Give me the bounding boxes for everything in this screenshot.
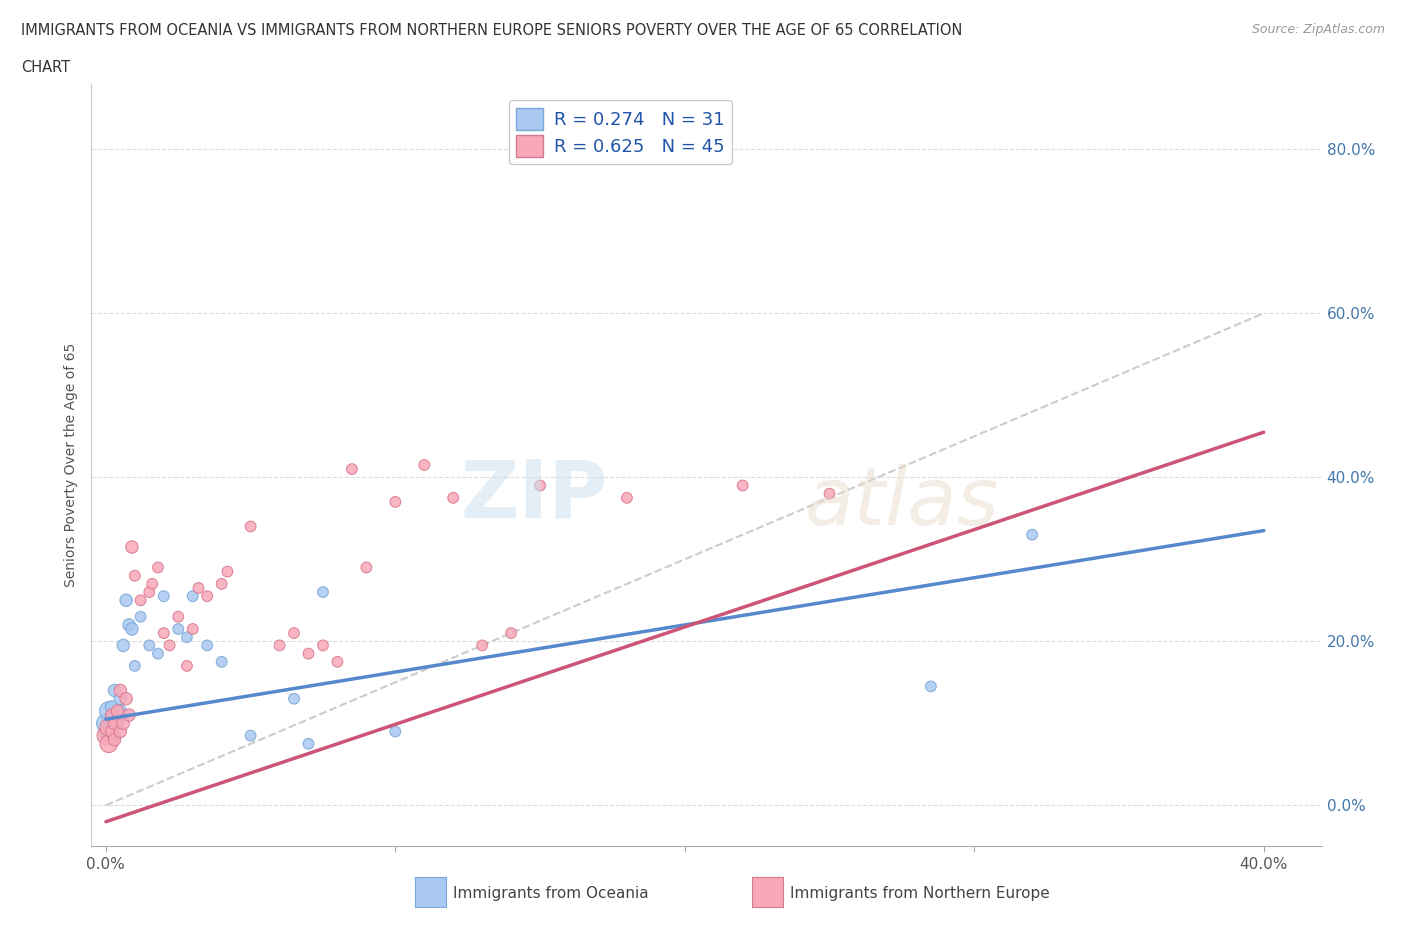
Point bbox=[195, 589, 218, 604]
Point bbox=[100, 711, 122, 726]
Point bbox=[110, 704, 132, 719]
Point bbox=[110, 691, 132, 706]
Point bbox=[1021, 527, 1043, 542]
Text: ZIP: ZIP bbox=[461, 457, 607, 535]
Point bbox=[115, 691, 138, 706]
Point bbox=[103, 683, 125, 698]
Point bbox=[121, 539, 143, 554]
Point bbox=[121, 621, 143, 636]
Point bbox=[297, 646, 319, 661]
Point bbox=[731, 478, 754, 493]
Point bbox=[239, 519, 262, 534]
Point bbox=[103, 732, 125, 747]
Point bbox=[118, 618, 141, 632]
Point bbox=[159, 638, 181, 653]
Point bbox=[283, 691, 305, 706]
Point bbox=[413, 458, 436, 472]
Point bbox=[441, 490, 464, 505]
Point bbox=[176, 630, 198, 644]
Point bbox=[211, 655, 233, 670]
Point bbox=[187, 580, 209, 595]
Point bbox=[239, 728, 262, 743]
Point bbox=[356, 560, 378, 575]
Point bbox=[112, 638, 135, 653]
Point bbox=[112, 716, 135, 731]
Point bbox=[100, 708, 122, 723]
Point bbox=[312, 585, 335, 600]
Point bbox=[100, 699, 122, 714]
Point bbox=[138, 638, 160, 653]
Point bbox=[146, 560, 169, 575]
Point bbox=[129, 609, 152, 624]
Point bbox=[217, 565, 239, 579]
Point bbox=[115, 592, 138, 607]
Point bbox=[195, 638, 218, 653]
Point bbox=[138, 585, 160, 600]
Point bbox=[181, 589, 204, 604]
Point bbox=[100, 724, 122, 739]
Point bbox=[283, 626, 305, 641]
Point bbox=[118, 708, 141, 723]
Point bbox=[211, 577, 233, 591]
Text: IMMIGRANTS FROM OCEANIA VS IMMIGRANTS FROM NORTHERN EUROPE SENIORS POVERTY OVER : IMMIGRANTS FROM OCEANIA VS IMMIGRANTS FR… bbox=[21, 23, 963, 38]
Point bbox=[340, 461, 363, 476]
Point bbox=[181, 621, 204, 636]
Point bbox=[97, 720, 120, 735]
Point bbox=[384, 724, 406, 739]
Point bbox=[103, 728, 125, 743]
Point bbox=[818, 486, 841, 501]
Point bbox=[129, 592, 152, 607]
Point bbox=[501, 626, 523, 641]
Legend: R = 0.274   N = 31, R = 0.625   N = 45: R = 0.274 N = 31, R = 0.625 N = 45 bbox=[509, 100, 733, 165]
Y-axis label: Seniors Poverty Over the Age of 65: Seniors Poverty Over the Age of 65 bbox=[63, 343, 77, 587]
Point bbox=[326, 655, 349, 670]
Point bbox=[146, 646, 169, 661]
Point bbox=[141, 577, 163, 591]
Point bbox=[471, 638, 494, 653]
Point bbox=[110, 724, 132, 739]
Point bbox=[103, 716, 125, 731]
Point bbox=[107, 704, 129, 719]
Point bbox=[167, 609, 190, 624]
Point bbox=[529, 478, 551, 493]
Point bbox=[124, 658, 146, 673]
Point bbox=[269, 638, 291, 653]
Point bbox=[94, 716, 117, 731]
Point bbox=[167, 621, 190, 636]
Point bbox=[312, 638, 335, 653]
Point bbox=[152, 589, 174, 604]
Text: atlas: atlas bbox=[804, 464, 1000, 542]
Point bbox=[97, 724, 120, 739]
Point bbox=[616, 490, 638, 505]
Point bbox=[297, 737, 319, 751]
Text: Source: ZipAtlas.com: Source: ZipAtlas.com bbox=[1251, 23, 1385, 36]
Text: Immigrants from Oceania: Immigrants from Oceania bbox=[453, 886, 648, 901]
Point bbox=[94, 728, 117, 743]
Point bbox=[920, 679, 942, 694]
Text: Immigrants from Northern Europe: Immigrants from Northern Europe bbox=[790, 886, 1050, 901]
Point bbox=[97, 737, 120, 751]
Point bbox=[384, 495, 406, 510]
Text: CHART: CHART bbox=[21, 60, 70, 75]
Point bbox=[176, 658, 198, 673]
Point bbox=[152, 626, 174, 641]
Point bbox=[97, 704, 120, 719]
Point bbox=[124, 568, 146, 583]
Point bbox=[110, 683, 132, 698]
Point bbox=[107, 716, 129, 731]
